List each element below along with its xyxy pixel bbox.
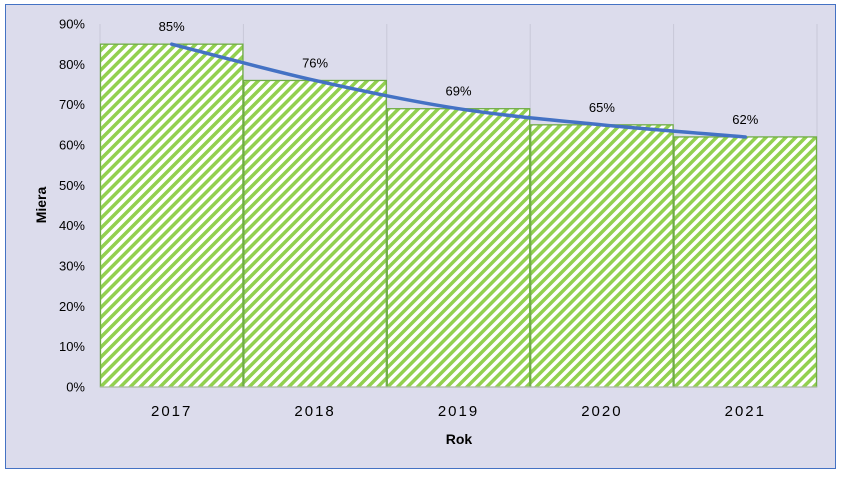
x-tick-label: 2021 [725, 403, 766, 420]
bar [530, 124, 674, 388]
x-axis-title: Rok [446, 431, 473, 447]
data-label: 76% [302, 55, 328, 70]
bar [243, 79, 387, 388]
bar [99, 43, 244, 388]
y-tick-label: 70% [59, 97, 85, 112]
x-tick-label: 2017 [151, 403, 192, 420]
x-tick-label: 2019 [438, 403, 479, 420]
trendline [169, 42, 748, 139]
x-tick-label: 2020 [581, 403, 622, 420]
data-label: 85% [159, 19, 185, 34]
y-tick-label: 90% [59, 17, 85, 32]
y-axis-title: Miera [33, 187, 49, 224]
y-tick-label: 20% [59, 299, 85, 314]
y-tick-label: 80% [59, 57, 85, 72]
y-tick-label: 50% [59, 178, 85, 193]
data-label: 62% [732, 112, 758, 127]
y-tick-label: 60% [59, 138, 85, 153]
bar [673, 136, 818, 388]
x-tick-label: 2018 [294, 403, 335, 420]
y-tick-label: 0% [66, 380, 85, 395]
bar [386, 108, 531, 388]
data-label: 65% [589, 100, 615, 115]
y-tick-label: 10% [59, 339, 85, 354]
y-tick-label: 30% [59, 259, 85, 274]
data-label: 69% [445, 84, 471, 99]
y-tick-label: 40% [59, 218, 85, 233]
